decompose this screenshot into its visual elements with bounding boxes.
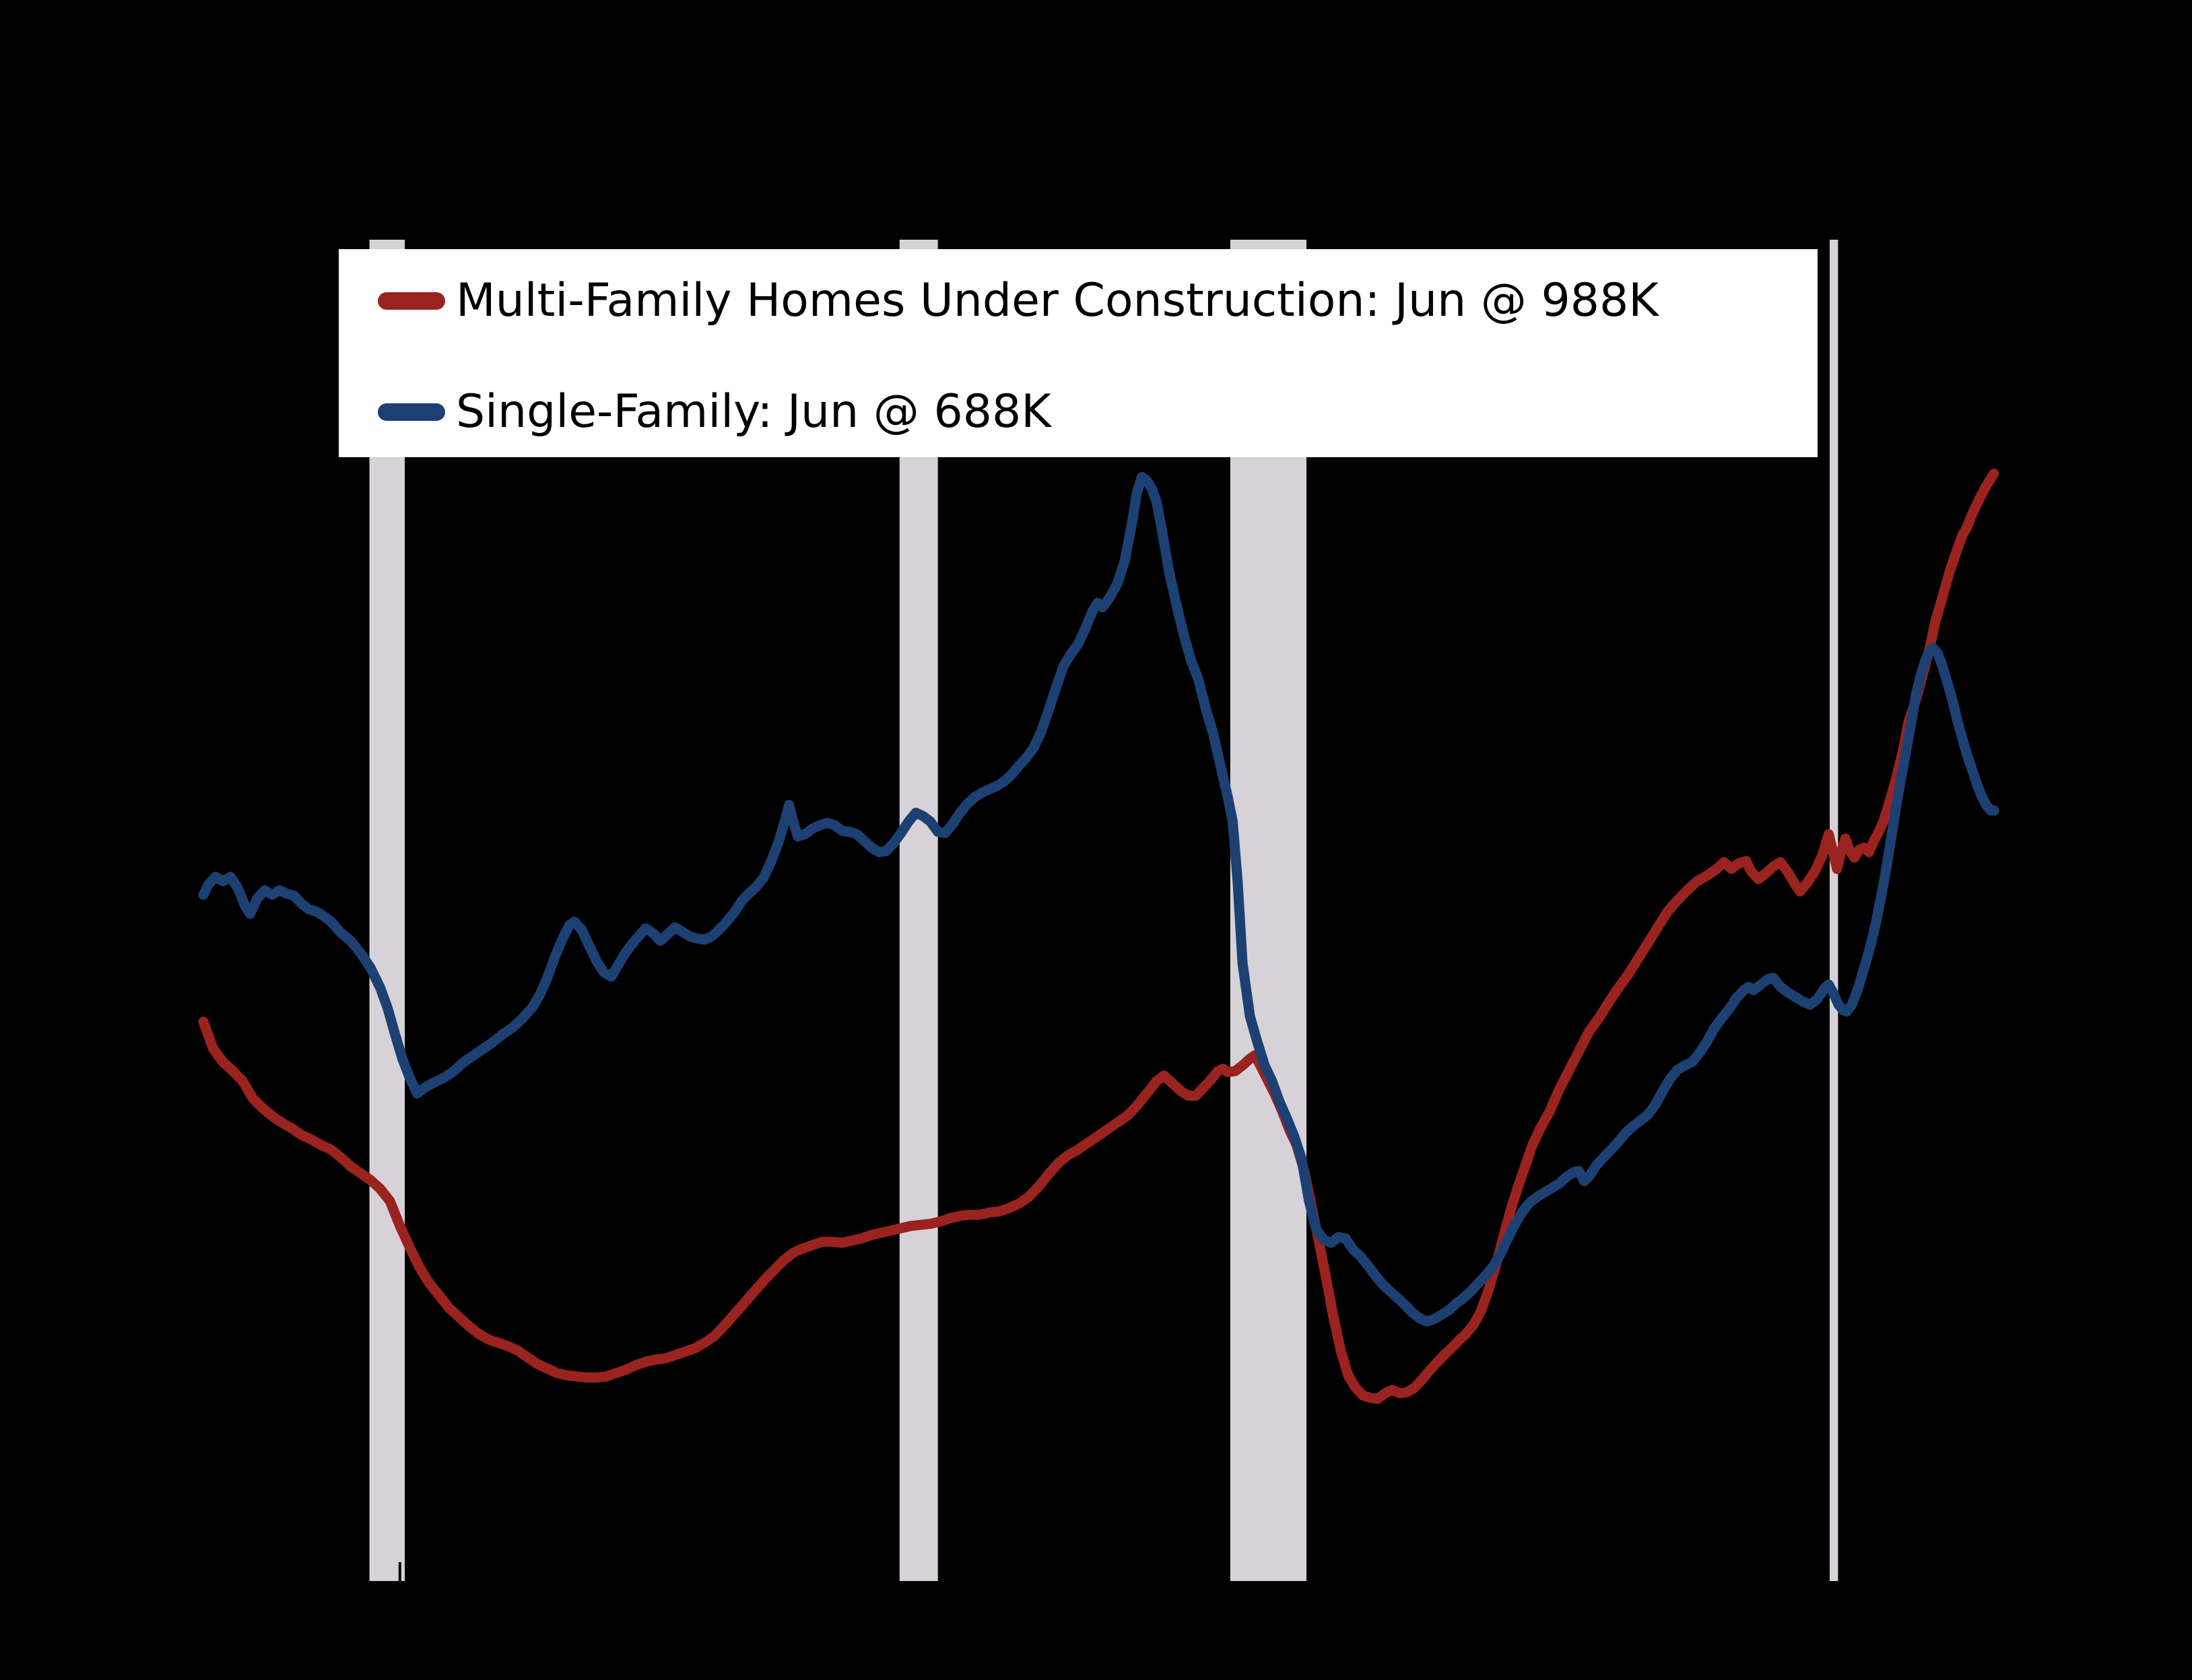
legend-box: Multi-Family Homes Under Construction: J… (339, 249, 1818, 457)
legend-entry-single-family: Single-Family: Jun @ 688K (378, 389, 1051, 436)
recession-band (899, 240, 938, 1581)
multi-family-line-swatch-icon (378, 292, 445, 310)
legend-entry-multi-family: Multi-Family Homes Under Construction: J… (378, 277, 1659, 325)
recession-band (1830, 240, 1838, 1581)
single-family-line (198, 472, 1999, 1326)
multi-family-line (198, 469, 1999, 1404)
recession-band (369, 240, 405, 1581)
single-family-line-swatch-icon (378, 403, 445, 421)
legend-label-single-family: Single-Family: Jun @ 688K (456, 385, 1051, 438)
legend-label-multi-family: Multi-Family Homes Under Construction: J… (456, 274, 1659, 327)
